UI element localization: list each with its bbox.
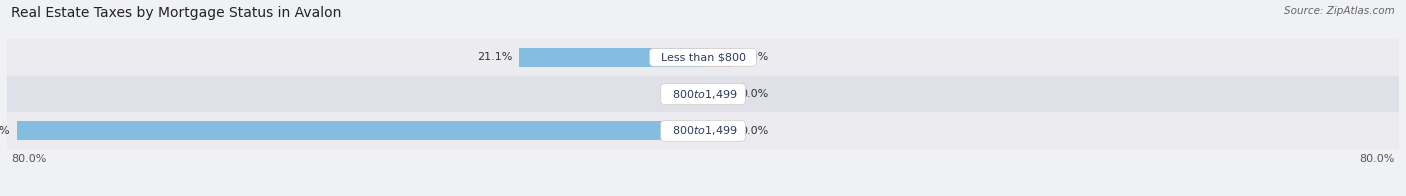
Text: 80.0%: 80.0% (11, 154, 46, 164)
Text: 0.0%: 0.0% (741, 52, 769, 62)
Bar (7, 39, 1399, 76)
Text: Source: ZipAtlas.com: Source: ZipAtlas.com (1284, 6, 1395, 16)
Bar (519, 48, 703, 67)
Text: 78.9%: 78.9% (0, 126, 10, 136)
Text: 0.0%: 0.0% (664, 89, 692, 99)
Text: 21.1%: 21.1% (477, 52, 512, 62)
Bar (703, 48, 734, 67)
Text: 80.0%: 80.0% (1360, 154, 1395, 164)
Bar (17, 121, 703, 140)
Bar (703, 84, 734, 104)
Text: $800 to $1,499: $800 to $1,499 (665, 88, 741, 101)
Bar (7, 113, 1399, 149)
Text: Real Estate Taxes by Mortgage Status in Avalon: Real Estate Taxes by Mortgage Status in … (11, 6, 342, 20)
Text: 0.0%: 0.0% (741, 126, 769, 136)
Text: Less than $800: Less than $800 (654, 52, 752, 62)
Bar (699, 84, 703, 104)
Bar (7, 76, 1399, 113)
Text: 0.0%: 0.0% (741, 89, 769, 99)
Text: $800 to $1,499: $800 to $1,499 (665, 124, 741, 137)
Bar (703, 121, 734, 140)
